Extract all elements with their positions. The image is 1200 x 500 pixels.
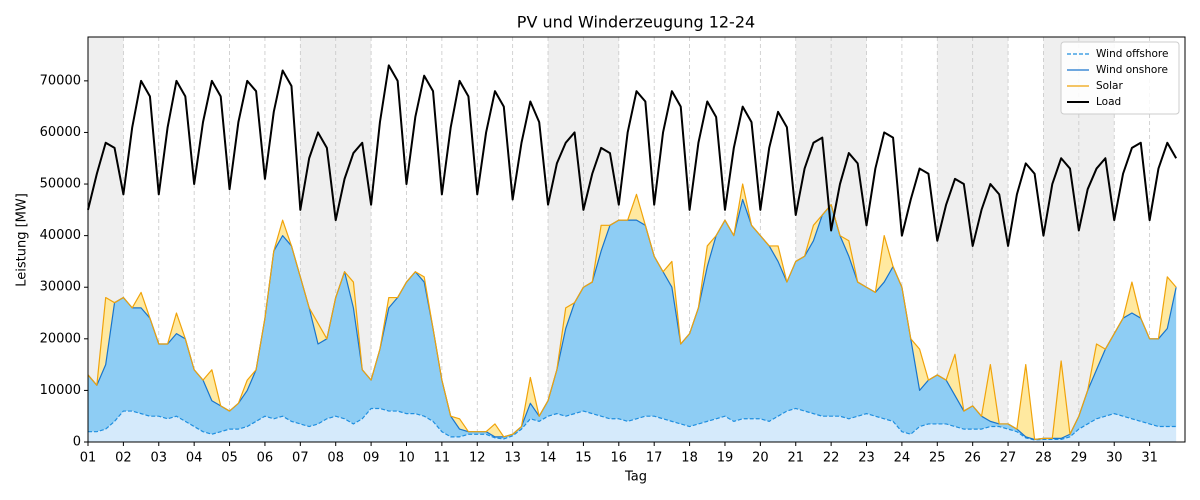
x-tick-label: 14: [540, 451, 557, 466]
x-tick-label: 23: [858, 451, 875, 466]
x-tick-label: 28: [1035, 451, 1052, 466]
y-tick-label: 70000: [40, 73, 81, 88]
y-tick-label: 0: [73, 435, 81, 450]
x-axis-label: Tag: [624, 470, 647, 485]
x-tick-label: 04: [186, 451, 203, 466]
x-tick-label: 16: [611, 451, 628, 466]
y-axis-label: Leistung [MW]: [15, 193, 30, 287]
x-tick-label: 05: [221, 451, 238, 466]
legend-label: Solar: [1096, 80, 1123, 92]
x-tick-label: 27: [1000, 451, 1017, 466]
series-line: [87, 183, 1177, 441]
x-tick-label: 29: [1071, 451, 1088, 466]
x-tick-label: 19: [717, 451, 734, 466]
x-tick-label: 25: [929, 451, 946, 466]
x-tick-label: 13: [504, 451, 521, 466]
x-tick-label: 22: [823, 451, 840, 466]
stacked-area: [88, 199, 1177, 440]
x-tick-label: 15: [575, 451, 592, 466]
y-tick-label: 40000: [40, 228, 81, 243]
x-tick-label: 30: [1106, 451, 1123, 466]
y-tick-label: 30000: [40, 280, 81, 295]
legend: Wind offshore Wind onshore Solar Load: [1060, 41, 1180, 115]
legend-box: [1060, 41, 1180, 115]
stacked-area: [88, 408, 1177, 442]
x-tick-label: 03: [151, 451, 168, 466]
series-line: [88, 407, 1177, 441]
plot-frame: [87, 36, 1186, 443]
series-line: [87, 64, 1178, 247]
x-tick-label: 08: [327, 451, 344, 466]
y-tick-label: 20000: [40, 331, 81, 346]
chart-title: PV und Winderzeugung 12-24: [517, 13, 755, 32]
x-tick-label: 24: [894, 451, 911, 466]
y-tick-label: 50000: [40, 177, 81, 192]
x-tick-label: 10: [398, 451, 415, 466]
x-tick-label: 26: [964, 451, 981, 466]
x-tick-label: 31: [1141, 451, 1158, 466]
legend-label: Wind onshore: [1096, 64, 1168, 76]
x-tick-label: 01: [80, 451, 97, 466]
x-tick-label: 09: [363, 451, 380, 466]
x-tick-label: 21: [787, 451, 804, 466]
legend-label: Wind offshore: [1096, 48, 1168, 60]
x-tick-label: 07: [292, 451, 309, 466]
x-tick-label: 02: [115, 451, 132, 466]
x-tick-label: 17: [646, 451, 663, 466]
y-tick-label: 60000: [40, 125, 81, 140]
legend-label: Load: [1096, 96, 1121, 108]
x-tick-label: 06: [257, 451, 274, 466]
x-tick-label: 11: [434, 451, 451, 466]
x-tick-label: 12: [469, 451, 486, 466]
plot-area: [87, 37, 1178, 442]
y-tick-label: 10000: [40, 383, 81, 398]
x-tick-label: 18: [681, 451, 698, 466]
x-tick-label: 20: [752, 451, 769, 466]
